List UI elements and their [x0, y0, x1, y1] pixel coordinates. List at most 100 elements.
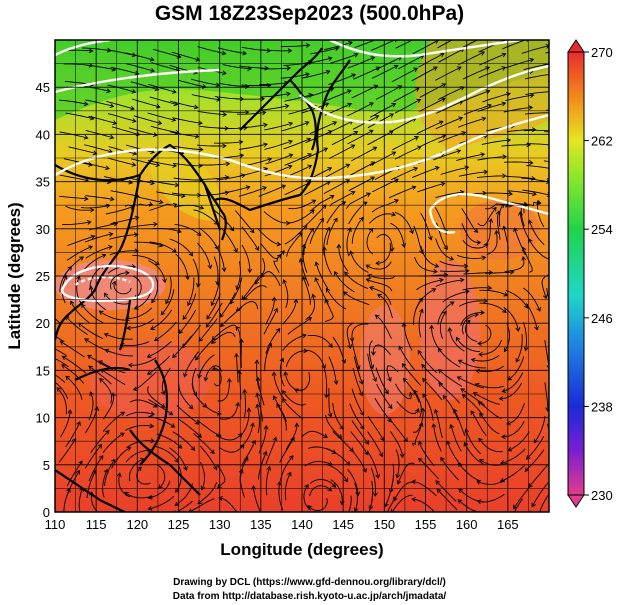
- streamline: [331, 131, 358, 146]
- streamline-arrow: [372, 146, 378, 151]
- lat-tick-30: 30: [36, 222, 50, 237]
- streamline: [372, 344, 391, 356]
- lon-tick-140: 140: [291, 517, 313, 532]
- streamline: [59, 266, 72, 293]
- streamline-arrow: [350, 190, 356, 196]
- streamline: [219, 402, 239, 420]
- streamline-arrow: [153, 221, 158, 227]
- streamline: [397, 462, 415, 485]
- streamline: [156, 464, 166, 489]
- streamline: [386, 496, 396, 512]
- streamline: [300, 258, 310, 287]
- streamline-arrow: [343, 477, 348, 483]
- streamline-arrow: [172, 202, 178, 208]
- streamline: [521, 45, 549, 54]
- streamline-arrow: [272, 395, 278, 401]
- streamline-arrow: [194, 513, 198, 517]
- streamline: [136, 466, 151, 485]
- streamline-arrow: [83, 101, 89, 107]
- streamline: [81, 303, 104, 324]
- streamline-arrow: [242, 388, 248, 394]
- streamline: [546, 288, 549, 302]
- streamline: [548, 371, 549, 375]
- plot-frame: [54, 39, 550, 513]
- streamline: [85, 246, 113, 259]
- streamline-arrow: [367, 273, 372, 279]
- streamline: [211, 277, 220, 306]
- streamline: [384, 478, 394, 507]
- streamline-arrow: [501, 434, 506, 440]
- streamline: [351, 341, 360, 370]
- streamline-arrow: [553, 396, 557, 400]
- streamline: [265, 297, 275, 325]
- streamline: [352, 368, 363, 396]
- streamline-arrow: [43, 353, 47, 357]
- streamline: [329, 191, 355, 207]
- streamline-arrow: [255, 403, 261, 409]
- streamline-arrow: [370, 176, 375, 181]
- streamline: [513, 498, 523, 512]
- streamline: [354, 40, 376, 48]
- streamline-arrow: [365, 264, 371, 269]
- streamline-arrow: [151, 298, 156, 304]
- streamline-arrow: [551, 90, 555, 94]
- streamline-arrow: [171, 89, 177, 94]
- streamline-arrow: [479, 412, 484, 418]
- streamline-arrow: [104, 429, 110, 435]
- streamline: [128, 223, 158, 229]
- streamline: [475, 383, 504, 389]
- streamline-arrow: [302, 333, 307, 339]
- streamline: [84, 444, 102, 469]
- streamline: [178, 418, 202, 438]
- streamline-arrow: [394, 40, 398, 43]
- streamline: [215, 433, 243, 441]
- streamline: [507, 431, 530, 451]
- streamline: [542, 516, 548, 544]
- streamline-arrow: [372, 377, 377, 382]
- streamline: [529, 510, 531, 512]
- streamline-arrow: [443, 245, 448, 251]
- streamline-arrow: [131, 88, 137, 94]
- streamline-arrow: [456, 149, 462, 154]
- streamline-arrow: [387, 417, 392, 423]
- streamline-arrow: [222, 70, 227, 76]
- streamline-arrow: [437, 347, 443, 353]
- streamline: [417, 182, 445, 193]
- streamline-arrow: [348, 40, 353, 46]
- streamline-arrow: [261, 110, 267, 116]
- streamline: [461, 223, 481, 244]
- streamline-arrow: [434, 408, 439, 414]
- streamline: [235, 98, 265, 100]
- streamline-arrow: [111, 280, 117, 286]
- streamline: [265, 328, 281, 354]
- streamline-arrow: [501, 388, 507, 394]
- streamline-arrow: [235, 306, 241, 312]
- streamline-arrow: [513, 227, 518, 233]
- streamline-arrow: [398, 345, 403, 351]
- streamline-arrow: [333, 217, 338, 223]
- streamline: [172, 431, 195, 451]
- streamline: [124, 491, 153, 499]
- streamline-arrow: [197, 433, 202, 438]
- streamline: [368, 340, 374, 369]
- streamline-arrow: [185, 275, 191, 281]
- streamline: [435, 66, 462, 81]
- streamline: [305, 349, 326, 369]
- streamline: [199, 461, 205, 490]
- streamline: [154, 446, 179, 463]
- streamline: [439, 270, 469, 272]
- streamline: [324, 299, 334, 322]
- streamline: [501, 144, 531, 147]
- streamline-arrow: [391, 103, 397, 108]
- streamline-arrow: [487, 103, 492, 109]
- streamline-arrow: [304, 120, 310, 126]
- streamline-arrow: [84, 196, 89, 202]
- streamline: [55, 374, 66, 383]
- streamline: [528, 464, 548, 488]
- streamline: [479, 289, 508, 296]
- streamline-arrow: [290, 436, 295, 442]
- streamline-arrow: [513, 504, 518, 510]
- streamline: [103, 392, 115, 420]
- streamline: [62, 221, 91, 226]
- streamline: [221, 186, 250, 194]
